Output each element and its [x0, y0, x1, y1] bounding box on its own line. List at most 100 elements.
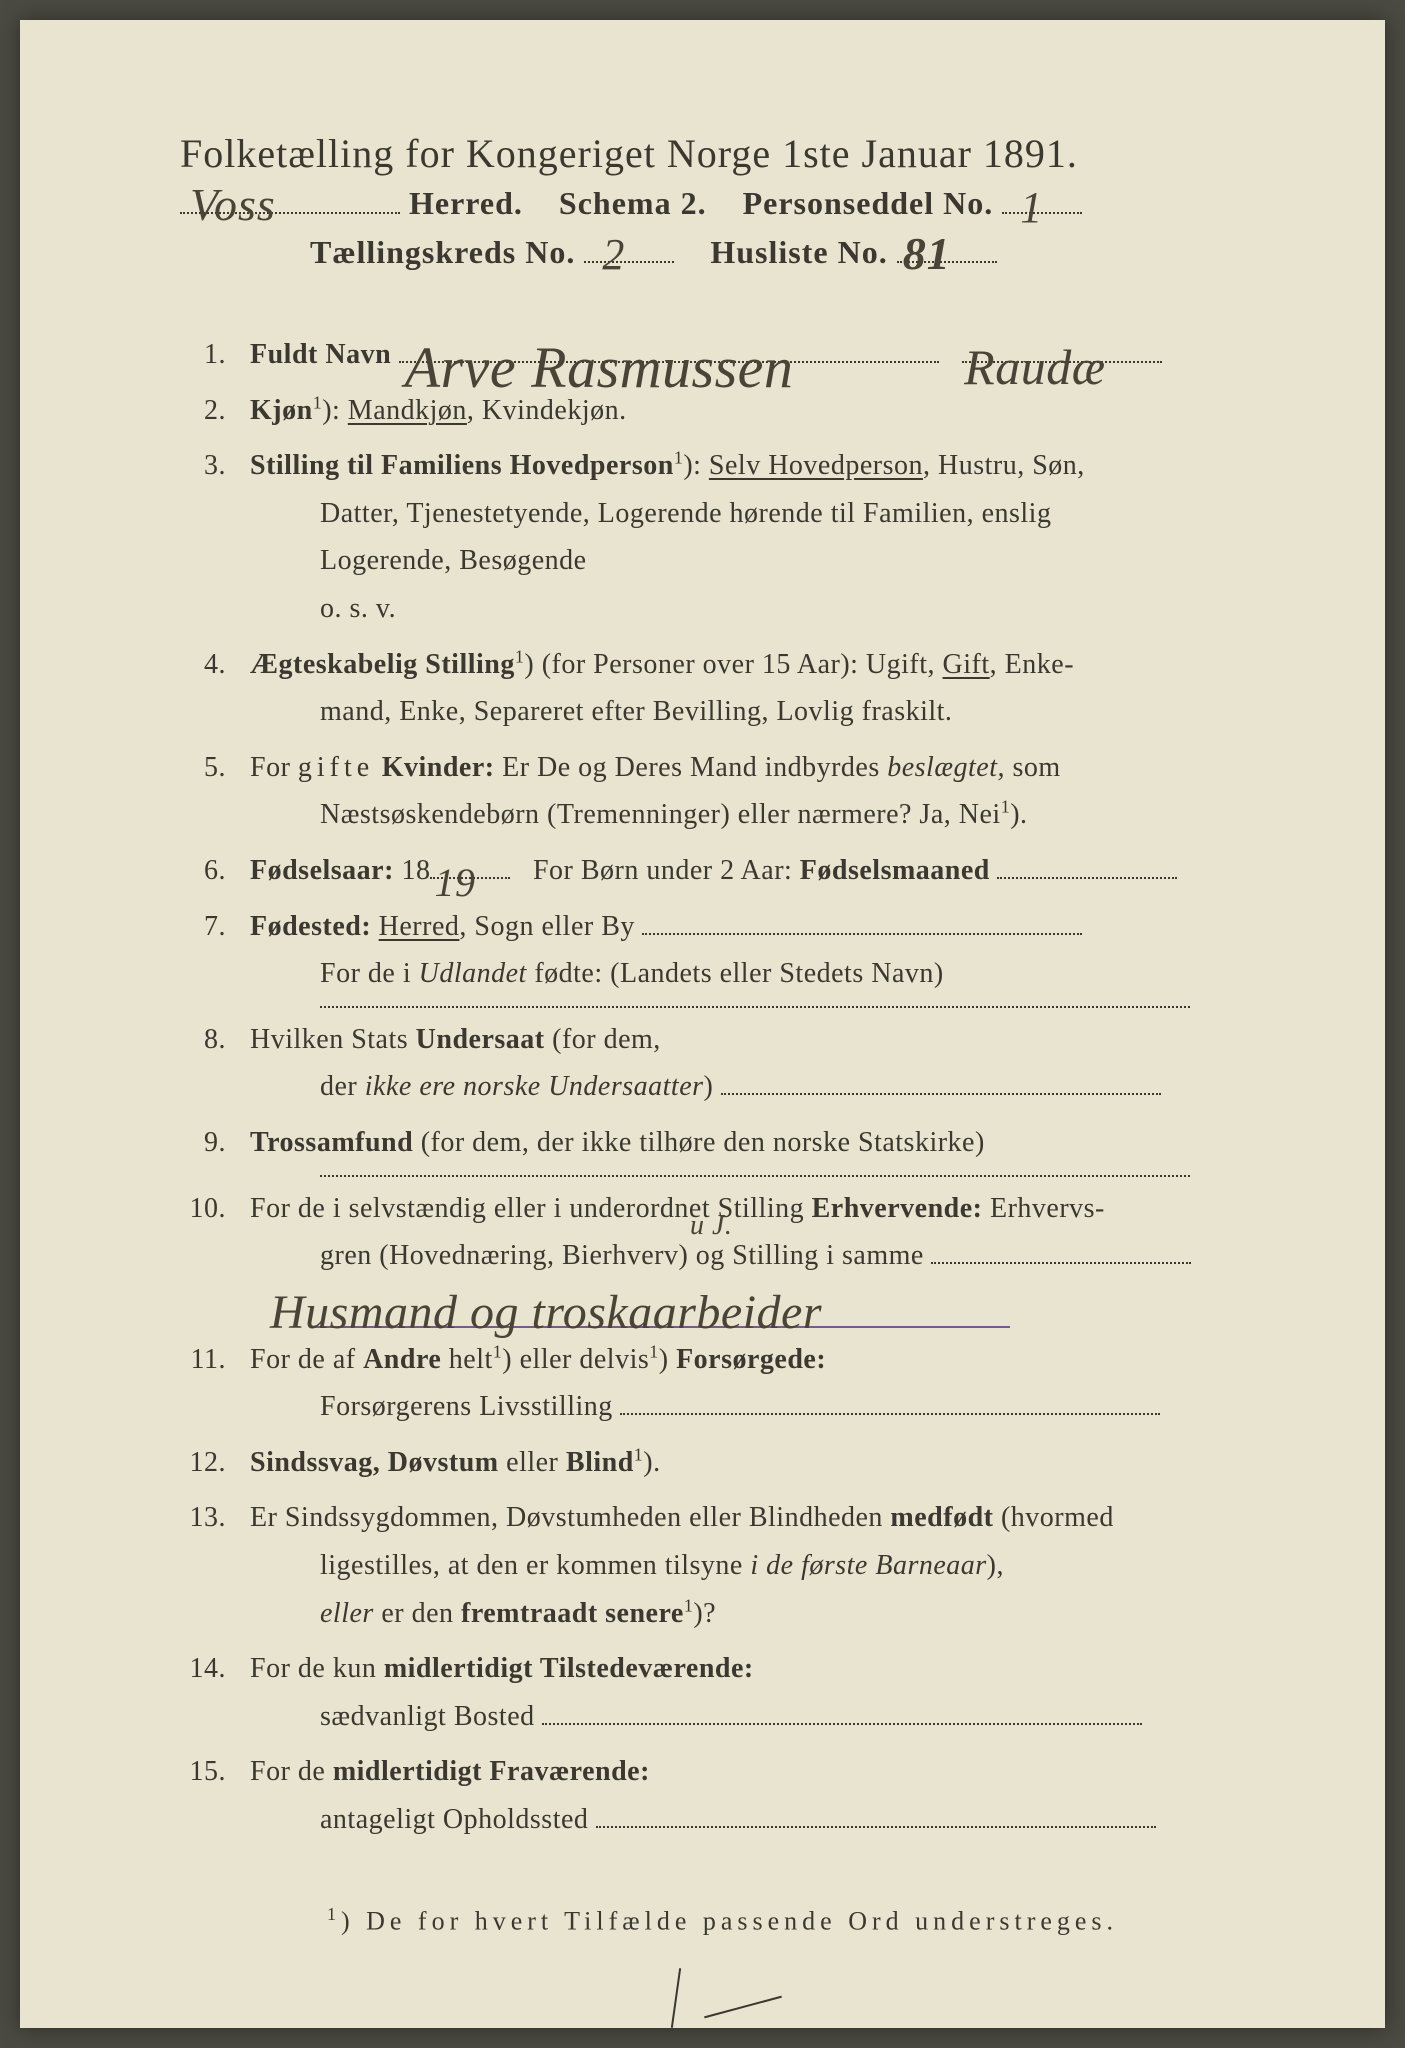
label-2: Kjøn — [250, 395, 313, 426]
provider-fill — [620, 1413, 1160, 1415]
entry-num-5: 5. — [180, 744, 250, 839]
l15-2wrap: antageligt Opholdssted — [320, 1796, 1265, 1844]
occ-fill-1 — [931, 1262, 1191, 1264]
l10-2: gren (Hovednæring, Bierhverv) og Stillin… — [320, 1240, 924, 1271]
l8-2wrap: der ikke ere norske Undersaatter) — [320, 1063, 1265, 1111]
header-line-2: Voss Herred. Schema 2. Personseddel No. … — [180, 185, 1265, 222]
hw-tallingskreds-no: 2 — [602, 229, 625, 280]
entry-5: 5. For gifte Kvinder: Er De og Deres Man… — [180, 744, 1265, 839]
l5-1i: beslægtet, — [887, 752, 1005, 783]
sup-11b: 1 — [649, 1341, 659, 1361]
husliste-label: Husliste No. — [710, 234, 887, 270]
entry-body-9: Trossamfund (for dem, der ikke tilhøre d… — [250, 1119, 1265, 1177]
l7-2wrap: For de i Udlandet fødte: (Landets eller … — [320, 950, 1265, 998]
entry-8: 8. Hvilken Stats Undersaat (for dem, der… — [180, 1016, 1265, 1111]
entry-num-7: 7. — [180, 903, 250, 1008]
entry-body-10: For de i selvstændig eller i underordnet… — [250, 1185, 1265, 1328]
l14-1a: For de kun — [250, 1653, 384, 1684]
entry-2: 2. Kjøn1): Mandkjøn, Kvindekjøn. — [180, 387, 1265, 435]
l13-2b: ), — [987, 1550, 1004, 1581]
l13-3a: er den — [374, 1598, 461, 1629]
sup-12: 1 — [634, 1445, 644, 1465]
entry-body-5: For gifte Kvinder: Er De og Deres Mand i… — [250, 744, 1265, 839]
entry-body-8: Hvilken Stats Undersaat (for dem, der ik… — [250, 1016, 1265, 1111]
l8-2b: ) — [704, 1071, 714, 1102]
entry-body-11: For de af Andre helt1) eller delvis1) Fo… — [250, 1336, 1265, 1431]
herred-fill: Voss — [180, 212, 400, 214]
l13-3i: eller — [320, 1598, 374, 1629]
entry-body-4: Ægteskabelig Stilling1) (for Personer ov… — [250, 641, 1265, 736]
l7-2i: Udlandet — [419, 958, 527, 989]
l13-2a: ligestilles, at den er kommen tilsyne — [320, 1550, 750, 1581]
entry-body-14: For de kun midlertidigt Tilstedeværende:… — [250, 1645, 1265, 1740]
l11-1c: helt — [441, 1344, 493, 1375]
l11-2: Forsørgerens Livsstilling — [320, 1391, 613, 1422]
entry-10: 10. For de i selvstændig eller i underor… — [180, 1185, 1265, 1328]
hw-herred-name: Voss — [190, 178, 276, 231]
year-prefix: 18 — [401, 855, 430, 886]
l13-2i: i de første Barneaar — [750, 1550, 986, 1581]
entry-num-1: 1. — [180, 331, 250, 379]
entry-14: 14. For de kun midlertidigt Tilstedevære… — [180, 1645, 1265, 1740]
l14-1b: midlertidigt Tilstedeværende: — [384, 1653, 754, 1684]
sup-11a: 1 — [493, 1341, 503, 1361]
state-fill — [721, 1093, 1161, 1095]
opt-mandkjon: Mandkjøn — [348, 395, 467, 426]
year-fill: 19 — [430, 877, 510, 879]
entry-body-6: Fødselsaar: 18 19 For Børn under 2 Aar: … — [250, 847, 1265, 895]
l13-3wrap: eller er den fremtraadt senere1)? — [320, 1590, 1265, 1638]
l15-2: antageligt Opholdssted — [320, 1804, 588, 1835]
entry-num-11: 11. — [180, 1336, 250, 1431]
paper-crack-1 — [671, 1968, 681, 2028]
entry-3: 3. Stilling til Familiens Hovedperson1):… — [180, 442, 1265, 632]
entry-body-15: For de midlertidigt Fraværende: antageli… — [250, 1748, 1265, 1843]
label-7: Fødested: — [250, 911, 371, 942]
footnote-sup: 1 — [327, 1904, 341, 1924]
l10-1c: Erhvervs- — [982, 1193, 1104, 1224]
label-6: Fødselsaar: — [250, 855, 394, 886]
footnote-text: ) De for hvert Tilfælde passende Ord und… — [341, 1906, 1118, 1935]
occupation-line: Husmand og troskaarbeider — [310, 1280, 1010, 1328]
entry-11: 11. For de af Andre helt1) eller delvis1… — [180, 1336, 1265, 1431]
l4-1a: (for Personer over 15 Aar): Ugift, — [534, 649, 942, 680]
entry-num-14: 14. — [180, 1645, 250, 1740]
entry-6: 6. Fødselsaar: 18 19 For Børn under 2 Aa… — [180, 847, 1265, 895]
opt-gift: Gift — [943, 649, 990, 680]
surname-fill: Raudæ — [962, 361, 1162, 363]
l14-2: sædvanligt Bosted — [320, 1701, 535, 1732]
header-line-3: Tællingskreds No. 2 Husliste No. 81 — [310, 234, 1265, 271]
entry-12: 12. Sindssvag, Døvstum eller Blind1). — [180, 1439, 1265, 1487]
sup-5: 1 — [1001, 797, 1011, 817]
entry-13: 13. Er Sindssygdommen, Døvstumheden elle… — [180, 1494, 1265, 1637]
l8-1c: (for dem, — [545, 1024, 661, 1055]
l3-1b: , Hustru, Søn, — [923, 450, 1085, 481]
entry-body-2: Kjøn1): Mandkjøn, Kvindekjøn. — [250, 387, 1265, 435]
personseddel-fill: 1 — [1002, 212, 1082, 214]
opt-herred: Herred — [379, 911, 460, 942]
whereabouts-fill — [596, 1826, 1156, 1828]
entry-num-15: 15. — [180, 1748, 250, 1843]
entry-9: 9. Trossamfund (for dem, der ikke tilhør… — [180, 1119, 1265, 1177]
l12-end: ). — [643, 1447, 660, 1478]
l7-2b: fødte: (Landets eller Stedets Navn) — [527, 958, 944, 989]
sup-3: 1 — [674, 448, 684, 468]
name-fill: Arve Rasmussen — [399, 361, 939, 363]
page-title: Folketælling for Kongeriget Norge 1ste J… — [180, 130, 1265, 177]
l7-2a: For de i — [320, 958, 419, 989]
entry-15: 15. For de midlertidigt Fraværende: anta… — [180, 1748, 1265, 1843]
l4-1b: , Enke- — [990, 649, 1074, 680]
l11-1e: ) — [659, 1344, 676, 1375]
l13-2wrap: ligestilles, at den er kommen tilsyne i … — [320, 1542, 1265, 1590]
census-form-page: Folketælling for Kongeriget Norge 1ste J… — [20, 20, 1385, 2028]
l11-1d: ) eller delvis — [502, 1344, 649, 1375]
entry-num-2: 2. — [180, 387, 250, 435]
month-fill — [997, 877, 1177, 879]
hw-uj-annotation: u J. — [690, 1202, 732, 1250]
l13-3c: )? — [693, 1598, 716, 1629]
husliste-fill: 81 — [897, 261, 997, 263]
hw-husliste-no: 81 — [903, 227, 951, 280]
entry-4: 4. Ægteskabelig Stilling1) (for Personer… — [180, 641, 1265, 736]
l8-2a: der — [320, 1071, 365, 1102]
l15-1a: For de — [250, 1756, 333, 1787]
tallingskreds-label: Tællingskreds No. — [310, 234, 575, 270]
